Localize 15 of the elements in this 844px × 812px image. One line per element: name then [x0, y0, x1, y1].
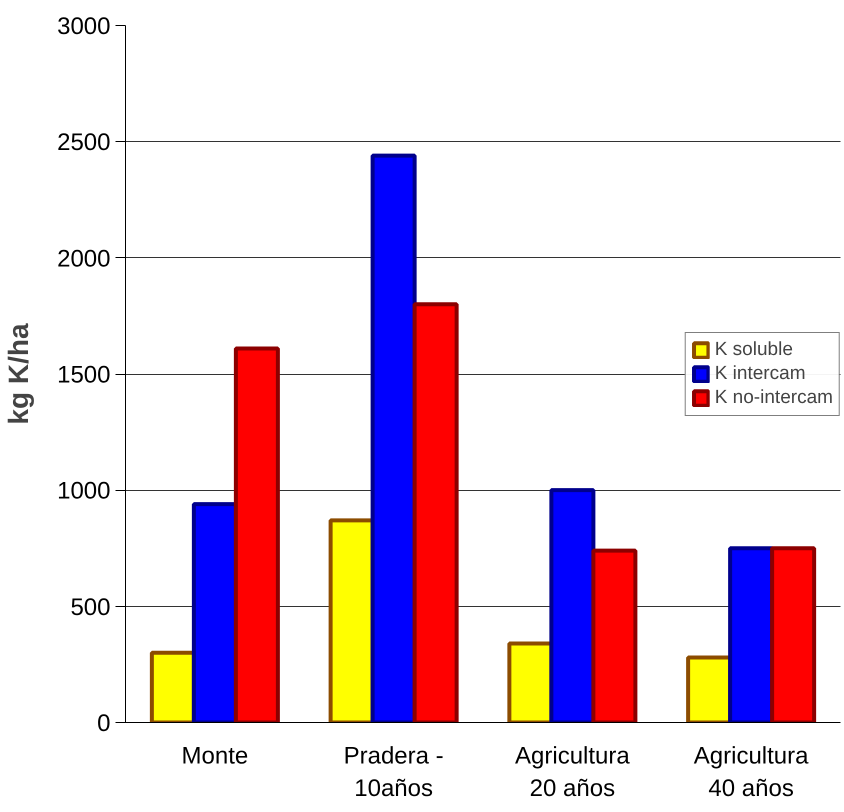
x-tick-label: Agricultura 20 años [515, 742, 630, 802]
legend-label: K no-intercam [714, 386, 833, 408]
y-tick-label: 0 [97, 710, 111, 737]
x-tick-label: Monte [182, 742, 248, 770]
y-tick-label: 2000 [57, 245, 110, 272]
x-tick-label: Pradera - 10años [344, 742, 444, 802]
y-tick-label: 1000 [57, 478, 110, 505]
y-tick-label: 2500 [57, 129, 110, 156]
x-tick-label: Agricultura 40 años [694, 742, 810, 802]
legend-label: K soluble [714, 338, 793, 360]
y-tick-label: 3000 [57, 13, 110, 40]
y-axis-title: kg K/ha [3, 323, 34, 425]
legend-label: K intercam [714, 362, 806, 384]
y-tick-label: 500 [70, 594, 111, 621]
y-tick-label: 1500 [57, 362, 110, 388]
